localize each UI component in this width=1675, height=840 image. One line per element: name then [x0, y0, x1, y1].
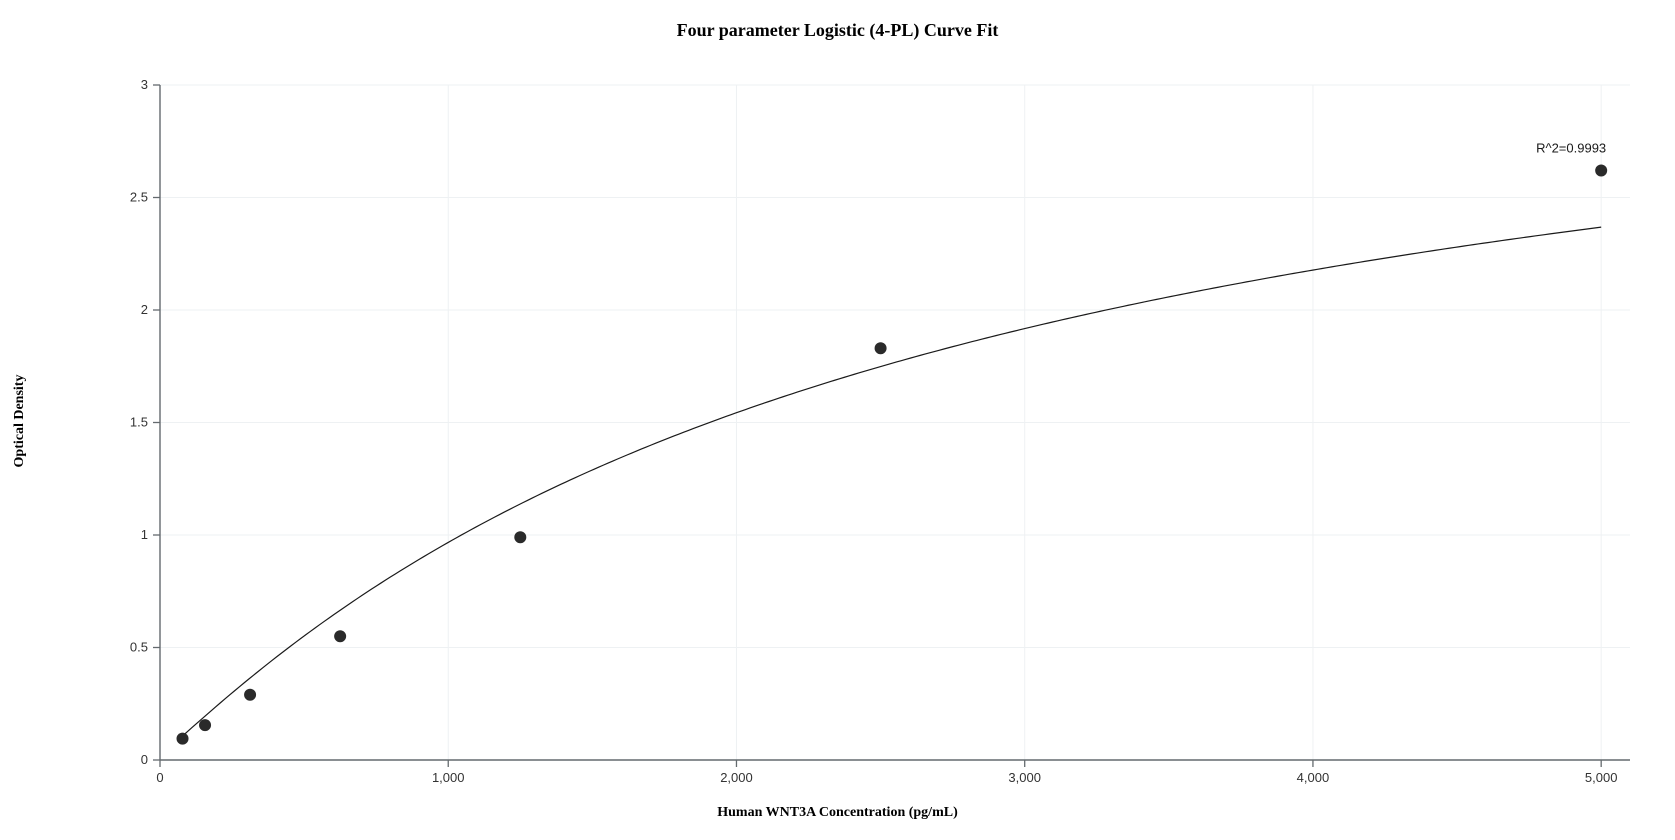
data-point [177, 733, 189, 745]
data-point [875, 342, 887, 354]
x-tick-label: 0 [156, 770, 163, 785]
x-tick-label: 3,000 [1008, 770, 1041, 785]
y-tick-label: 0 [141, 752, 148, 767]
r-squared-annotation: R^2=0.9993 [1536, 141, 1606, 156]
data-point [334, 630, 346, 642]
data-point [514, 531, 526, 543]
x-tick-label: 5,000 [1585, 770, 1618, 785]
y-tick-label: 1 [141, 527, 148, 542]
fit-curve [182, 227, 1601, 736]
chart-svg: 0 0.5 1 1.5 2 2.5 3 0 1,000 2,000 3,000 4,000 5,000 R… [0, 0, 1675, 840]
y-tick-label: 2 [141, 302, 148, 317]
data-point [1595, 165, 1607, 177]
y-tick-label: 3 [141, 77, 148, 92]
y-tick-label: 2.5 [130, 190, 148, 205]
chart-container: Four parameter Logistic (4-PL) Curve Fit… [0, 0, 1675, 840]
data-point [244, 689, 256, 701]
y-tick-label: 1.5 [130, 415, 148, 430]
x-tick-label: 1,000 [432, 770, 465, 785]
y-tick-label: 0.5 [130, 640, 148, 655]
data-point [199, 719, 211, 731]
x-tick-label: 2,000 [720, 770, 753, 785]
x-tick-label: 4,000 [1297, 770, 1330, 785]
